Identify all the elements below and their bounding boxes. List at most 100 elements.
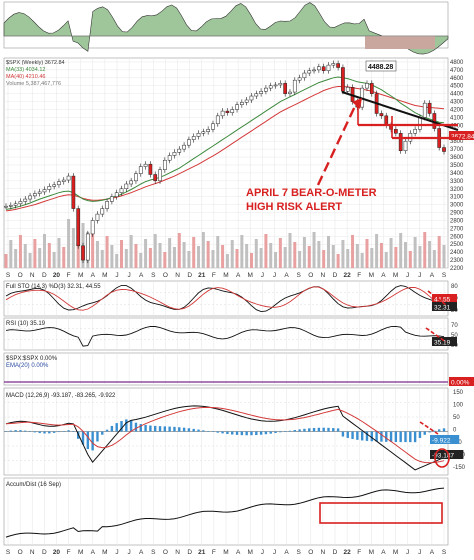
macd-panel: MACD (12,26,9) -93.187, -83.265, -9.922 1… [3, 387, 466, 476]
volume-bar-81 [394, 247, 398, 268]
macd-hist-bar-61 [298, 429, 301, 432]
price-tick-2500: 2500 [450, 242, 464, 248]
accum-label: Accum/Dist (16 Sep) [6, 482, 61, 488]
candle-body-20 [100, 208, 105, 215]
month-label-bottom-27: D [333, 549, 338, 556]
month-label-top-36: S [442, 272, 447, 279]
volume-bar-10 [52, 252, 56, 268]
breadth-area [3, 2, 449, 55]
price-panel: 4800470046004500440043004200410040003900… [3, 57, 474, 279]
volume-bar-31 [153, 234, 157, 268]
macd-hist-bar-74 [360, 431, 364, 441]
candle-body-76 [369, 83, 374, 94]
candle-body-27 [134, 173, 138, 182]
month-label-top-22: J [273, 272, 276, 279]
volume-bar-8 [43, 234, 47, 268]
candle-body-11 [57, 181, 61, 186]
volume-bar-37 [182, 242, 186, 268]
volume-bar-82 [399, 233, 403, 268]
peak-label: 4488.28 [368, 64, 393, 71]
volume-bar-51 [249, 253, 253, 268]
month-label-top-23: A [284, 272, 289, 279]
rsi-arrow [425, 327, 447, 343]
volume-bar-74 [360, 253, 364, 268]
volume-bar-66 [322, 250, 326, 268]
macd-hist-bar-16 [81, 431, 85, 445]
month-label-bottom-11: A [139, 549, 144, 556]
alert-text-line1: APRIL 7 BEAR-O-METER [246, 187, 377, 199]
candle-body-39 [191, 136, 196, 140]
candle-body-57 [278, 83, 283, 86]
volume-bar-5 [28, 253, 32, 268]
volume-bar-64 [312, 232, 316, 268]
accum-highlight-box [319, 502, 443, 524]
candle-body-35 [172, 152, 177, 156]
price-tick-3800: 3800 [450, 139, 464, 145]
candle-body-67 [326, 64, 331, 71]
price-tick-3600: 3600 [450, 155, 464, 161]
price-tick-4300: 4300 [450, 100, 464, 106]
volume-bar-57 [278, 238, 282, 268]
macd-hist-bar-88 [428, 431, 431, 433]
month-label-top-19: A [236, 272, 241, 279]
volume-bar-54 [264, 234, 268, 268]
ratio-label: $SPX:$SPX 0.00% [6, 356, 58, 362]
price-tick-3000: 3000 [450, 203, 464, 209]
candle-body-17 [85, 233, 90, 261]
price-ticker-label: $SPX (Weekly) 3672.84 [6, 60, 65, 66]
macd-hist-bar-84 [409, 431, 412, 443]
sto-label: Full STO (14,3) %D(3) 32.31, 44.55 [6, 284, 101, 290]
month-label-bottom-0: S [6, 549, 11, 556]
volume-bar-21 [105, 236, 109, 268]
sto-tick-80: 80 [451, 284, 458, 290]
volume-bar-71 [346, 249, 350, 268]
macd-hist-bar-81 [394, 431, 398, 443]
candle-body-62 [302, 72, 307, 79]
month-label-top-13: O [163, 272, 168, 279]
candle-body-60 [292, 79, 297, 93]
volume-bar-73 [355, 244, 359, 268]
macd-hist-bar-71 [346, 431, 349, 438]
candle-body-13 [66, 175, 71, 181]
volume-bar-52 [254, 239, 258, 268]
macd-circle [434, 448, 450, 468]
month-label-top-32: M [393, 272, 398, 279]
volume-bar-25 [124, 249, 128, 268]
macd-hist-bar-10 [52, 431, 56, 433]
sto-d-line [5, 286, 445, 311]
macd-tick-6: -150 [453, 465, 466, 471]
month-label-bottom-29: F [357, 549, 361, 556]
macd-hist-bar-75 [365, 431, 369, 441]
macd-hist-bar-57 [279, 431, 282, 433]
candle-body-32 [158, 169, 162, 182]
month-label-top-11: A [139, 272, 144, 279]
candle-body-6 [33, 193, 37, 197]
macd-hist-bar-64 [312, 427, 316, 432]
volume-bar-28 [139, 253, 143, 268]
candle-body-88 [427, 102, 432, 114]
volume-bar-42 [206, 241, 210, 268]
macd-flag-line: -93.187 [432, 453, 454, 460]
annotations: 4488.28 APRIL 7 BEAR-O-METER HIGH RISK ALE… [246, 60, 459, 524]
month-label-top-2: N [30, 272, 35, 279]
month-label-bottom-15: D [187, 549, 192, 556]
volume-bar-27 [134, 244, 138, 268]
macd-tick-2: 50 [453, 415, 460, 421]
macd-hist-bar-86 [418, 431, 422, 438]
volume-bar-11 [57, 238, 61, 268]
macd-hist-bar-27 [134, 422, 138, 432]
candle-body-36 [177, 148, 182, 153]
macd-hist-bar-14 [72, 430, 75, 432]
peak-label-box [365, 60, 397, 72]
candle-body-29 [143, 163, 148, 167]
volume-bar-69 [336, 254, 340, 268]
macd-line [5, 405, 445, 471]
candle-body-87 [422, 102, 427, 118]
volume-bar-78 [379, 243, 383, 268]
volume-bar-63 [307, 246, 311, 268]
month-label-bottom-8: M [102, 549, 107, 556]
volume-bar-58 [283, 247, 287, 268]
breadth-negative-area [365, 36, 435, 49]
volume-bar-39 [192, 237, 196, 268]
sto-flag-k-bg [432, 302, 457, 311]
